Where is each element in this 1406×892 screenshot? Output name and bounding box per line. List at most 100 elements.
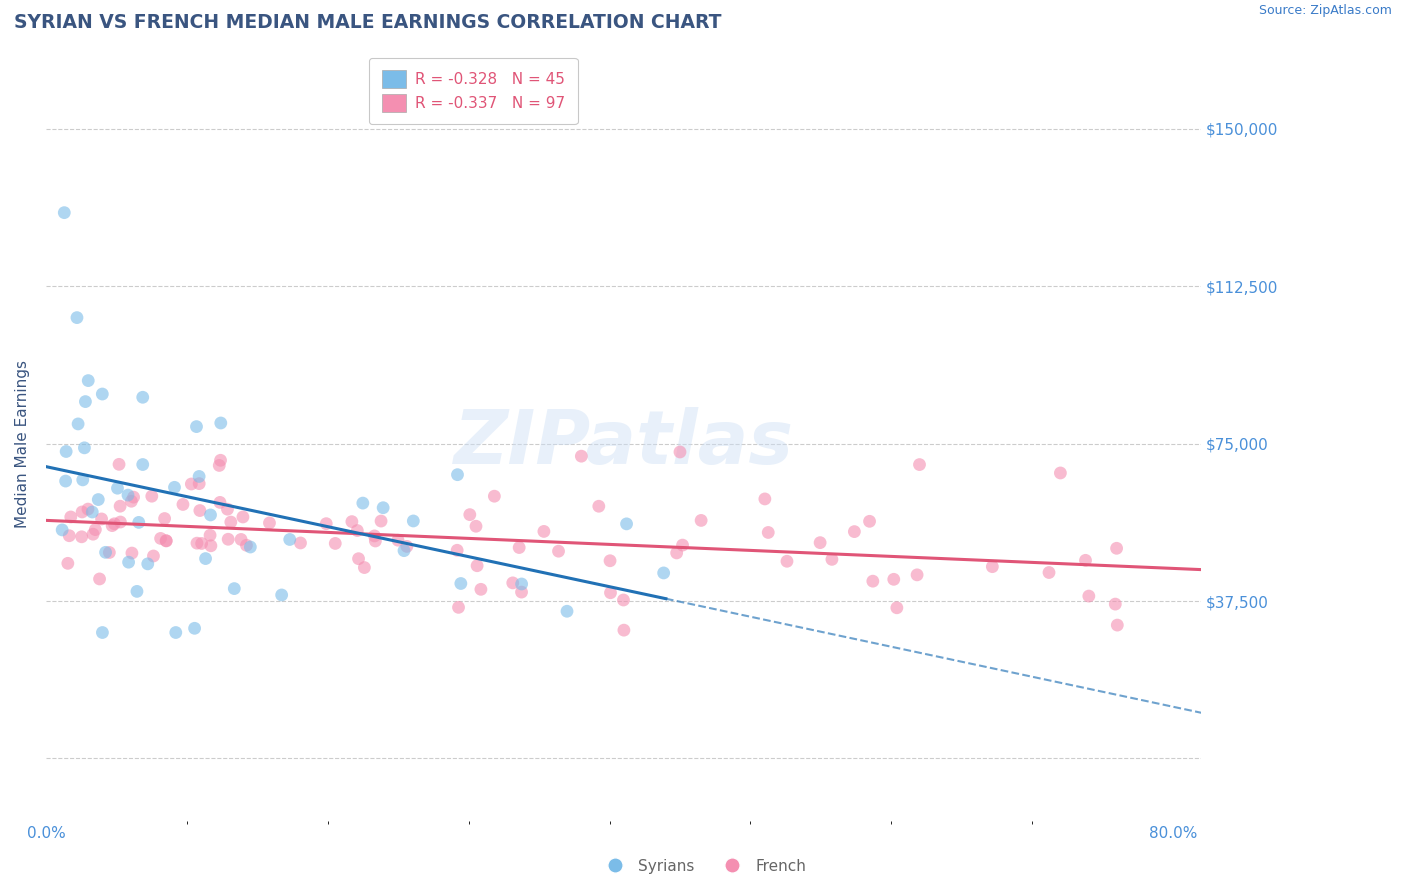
Point [447,600,470,615]
Point [149,532,172,546]
Point [392,543,415,558]
Point [67,417,90,431]
Point [186,419,208,434]
Point [110,515,132,529]
Point [120,494,142,508]
Point [117,488,139,502]
Point [508,541,530,555]
Point [364,533,387,548]
Point [98,545,121,559]
Point [883,572,905,586]
Point [141,489,163,503]
Point [1104,597,1126,611]
Point [55,444,77,458]
Point [346,524,368,538]
Point [599,554,621,568]
Point [1074,553,1097,567]
Point [821,552,844,566]
Point [209,416,232,430]
Point [186,536,208,550]
Point [616,516,638,531]
Point [844,524,866,539]
Point [70,505,93,519]
Y-axis label: Median Male Earnings: Median Male Earnings [15,359,30,527]
Point [208,458,231,473]
Point [72,473,94,487]
Point [446,467,468,482]
Point [82,527,104,541]
Point [180,477,202,491]
Point [484,489,506,503]
Point [613,623,636,637]
Point [1105,541,1128,556]
Point [77,502,100,516]
Point [446,543,468,558]
Point [128,516,150,530]
Point [754,491,776,506]
Point [91,625,114,640]
Point [108,458,131,472]
Point [188,476,211,491]
Point [136,557,159,571]
Legend: R = -0.328   N = 45, R = -0.337   N = 97: R = -0.328 N = 45, R = -0.337 N = 97 [370,58,578,124]
Point [198,528,221,542]
Point [239,540,262,554]
Point [862,574,884,589]
Point [200,539,222,553]
Point [183,621,205,635]
Point [510,577,533,591]
Point [66,310,89,325]
Point [103,516,125,531]
Text: ZIPatlas: ZIPatlas [454,407,793,480]
Point [886,600,908,615]
Point [402,514,425,528]
Point [669,445,692,459]
Point [510,585,533,599]
Point [90,512,112,526]
Point [200,508,222,522]
Point [465,558,488,573]
Point [58,529,80,543]
Point [756,525,779,540]
Point [155,533,177,548]
Point [153,511,176,525]
Point [599,586,621,600]
Point [224,582,246,596]
Point [665,546,688,560]
Point [547,544,569,558]
Point [315,516,337,531]
Point [89,572,111,586]
Point [278,533,301,547]
Point [1107,618,1129,632]
Point [190,536,212,550]
Point [188,469,211,483]
Point [373,500,395,515]
Point [555,604,578,618]
Text: Source: ZipAtlas.com: Source: ZipAtlas.com [1258,4,1392,18]
Point [465,519,488,533]
Point [82,505,104,519]
Point [470,582,492,597]
Point [533,524,555,539]
Point [502,575,524,590]
Point [652,566,675,580]
Point [340,515,363,529]
Point [155,533,177,548]
Point [142,549,165,563]
Point [53,205,76,219]
Point [70,530,93,544]
Point [908,458,931,472]
Point [387,533,409,548]
Point [75,394,97,409]
Text: SYRIAN VS FRENCH MEDIAN MALE EARNINGS CORRELATION CHART: SYRIAN VS FRENCH MEDIAN MALE EARNINGS CO… [14,13,721,32]
Point [55,474,77,488]
Point [121,546,143,560]
Point [588,500,610,514]
Point [107,481,129,495]
Point [808,535,831,549]
Point [108,499,131,513]
Point [858,514,880,528]
Point [56,557,79,571]
Point [188,503,211,517]
Point [94,545,117,559]
